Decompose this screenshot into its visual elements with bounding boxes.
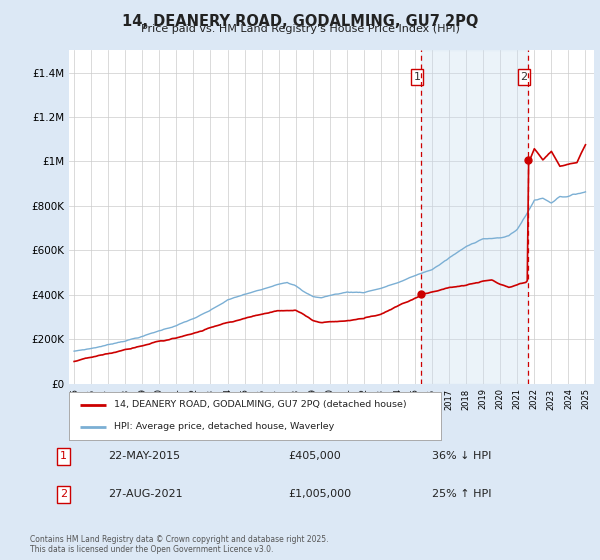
Text: 1: 1 [413,72,421,82]
Text: 2: 2 [60,489,67,500]
Text: 14, DEANERY ROAD, GODALMING, GU7 2PQ: 14, DEANERY ROAD, GODALMING, GU7 2PQ [122,14,478,29]
Text: Price paid vs. HM Land Registry's House Price Index (HPI): Price paid vs. HM Land Registry's House … [140,24,460,34]
Text: 22-MAY-2015: 22-MAY-2015 [108,451,180,461]
Text: £405,000: £405,000 [288,451,341,461]
Text: 2: 2 [520,72,527,82]
Text: 1: 1 [60,451,67,461]
Text: HPI: Average price, detached house, Waverley: HPI: Average price, detached house, Wave… [113,422,334,431]
Bar [421,50,529,384]
Text: Contains HM Land Registry data © Crown copyright and database right 2025.
This d: Contains HM Land Registry data © Crown c… [30,535,329,554]
Text: 36% ↓ HPI: 36% ↓ HPI [432,451,491,461]
Text: 14, DEANERY ROAD, GODALMING, GU7 2PQ (detached house): 14, DEANERY ROAD, GODALMING, GU7 2PQ (de… [113,400,406,409]
Text: £1,005,000: £1,005,000 [288,489,351,500]
Text: 27-AUG-2021: 27-AUG-2021 [108,489,182,500]
Text: 25% ↑ HPI: 25% ↑ HPI [432,489,491,500]
